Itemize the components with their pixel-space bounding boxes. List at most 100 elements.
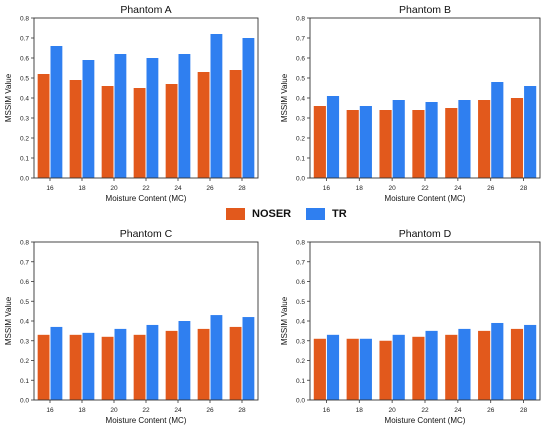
chart-1-xtick-label: 22	[142, 185, 150, 192]
chart-3-xtick-label: 22	[142, 407, 150, 414]
chart-4-bar-noser	[510, 328, 524, 400]
chart-3-bar-tr	[210, 315, 223, 400]
chart-1-ytick-label: 0.8	[20, 16, 29, 23]
chart-4-bar-tr	[326, 334, 340, 400]
chart-1-xtick-label: 18	[78, 185, 86, 192]
chart-4-bar-noser	[346, 338, 359, 400]
legend-swatch-noser	[226, 208, 245, 220]
chart-4-ytick-label: 0.8	[296, 240, 305, 247]
chart-4-ytick-label: 0.6	[296, 279, 305, 286]
chart-1-bar-noser	[69, 80, 82, 178]
chart-4-ylabel: MSSIM Value	[280, 296, 289, 345]
chart-1-bar-noser	[37, 74, 50, 178]
chart-2-ytick-label: 0.0	[296, 176, 305, 183]
chart-4-bar-noser	[379, 340, 392, 400]
chart-3-ytick-label: 0.2	[20, 358, 29, 365]
chart-1-bar-noser	[101, 86, 114, 178]
chart-4-bar-tr	[491, 322, 504, 400]
chart-4-bar-noser	[478, 330, 491, 400]
chart-1-ylabel: MSSIM Value	[4, 73, 13, 122]
chart-4-bar-tr	[392, 334, 405, 400]
chart-1-bar-tr	[242, 38, 255, 178]
chart-4-bar-tr	[458, 328, 471, 400]
chart-1-ytick-label: 0.7	[20, 36, 29, 43]
chart-2-xtick-label: 22	[421, 185, 429, 192]
chart-2-ytick-label: 0.8	[296, 16, 305, 23]
chart-2-ytick-label: 0.6	[296, 56, 305, 63]
chart-1-bar-tr	[82, 60, 95, 178]
chart-1-ytick-label: 0.4	[20, 96, 29, 103]
chart-3-xtick-label: 26	[206, 407, 214, 414]
chart-2-bar-tr	[491, 82, 504, 178]
chart-1-ytick-label: 0.6	[20, 56, 29, 63]
chart-2-ytick-label: 0.4	[296, 96, 305, 103]
chart-4-bar-tr	[359, 338, 372, 400]
chart-4: 0.0 0.1 0.2 0.3 0.4 0.5 0.6 0.7 0.8 16 18 20 22 24 26 2…	[280, 228, 541, 425]
chart-3-ytick-label: 0.4	[20, 319, 29, 326]
chart-2-xtick-label: 18	[356, 185, 364, 192]
chart-1-xtick-label: 26	[206, 185, 214, 192]
chart-4-xtick-label: 16	[323, 407, 331, 414]
legend-item-noser: NOSER	[226, 205, 291, 223]
chart-3-xtick-label: 18	[78, 407, 86, 414]
chart-4-xtick-label: 20	[389, 407, 397, 414]
chart-1-ytick-label: 0.0	[20, 176, 29, 183]
legend: NOSER TR	[226, 205, 366, 223]
chart-2-xtick-label: 26	[487, 185, 495, 192]
chart-3-bar-noser	[229, 326, 242, 400]
chart-3: 0.0 0.1 0.2 0.3 0.4 0.5 0.6 0.7 0.8 16 18 20 22 24 26 2…	[4, 228, 259, 425]
chart-3-xtick-label: 28	[238, 407, 246, 414]
legend-swatch-tr	[306, 208, 325, 220]
chart-3-bar-noser	[69, 334, 82, 400]
chart-3-title: Phantom C	[120, 228, 173, 240]
chart-3-bar-noser	[37, 334, 50, 400]
chart-1-ytick-label: 0.3	[20, 116, 29, 123]
chart-1-ytick-label: 0.1	[20, 156, 29, 163]
chart-2-frame	[309, 17, 541, 179]
chart-2-bar-tr	[458, 100, 471, 178]
chart-4-xlabel: Moisture Content (MC)	[385, 416, 466, 425]
chart-3-bar-tr	[114, 328, 127, 400]
chart-3-bar-tr	[178, 321, 191, 400]
chart-4-xtick-label: 28	[520, 407, 528, 414]
chart-4-bar-tr	[425, 330, 438, 400]
chart-4-title: Phantom D	[399, 228, 452, 240]
chart-3-ytick-label: 0.3	[20, 338, 29, 345]
chart-4-bar-noser	[445, 334, 458, 400]
chart-3-ytick-label: 0.6	[20, 279, 29, 286]
chart-2-bar-tr	[425, 102, 438, 178]
chart-4-ytick-label: 0.4	[296, 319, 305, 326]
chart-3-xtick-label: 24	[174, 407, 182, 414]
chart-3-bar-tr	[146, 324, 159, 400]
chart-4-xtick-label: 22	[421, 407, 429, 414]
chart-2-bar-noser	[478, 100, 491, 178]
chart-4-bar-noser	[313, 338, 326, 400]
chart-2-bar-tr	[524, 86, 537, 178]
chart-2-ytick-label: 0.7	[296, 36, 305, 43]
chart-2-bar-noser	[445, 108, 458, 178]
chart-1-xtick-label: 24	[174, 185, 182, 192]
chart-1-bar-tr	[178, 54, 191, 178]
chart-2-bar-noser	[313, 106, 326, 178]
chart-3-xtick-label: 16	[46, 407, 54, 414]
chart-3-ytick-label: 0.8	[20, 240, 29, 247]
chart-3-bar-tr	[50, 326, 63, 400]
chart-4-ytick-label: 0.3	[296, 338, 305, 345]
chart-2-xtick-label: 20	[389, 185, 397, 192]
chart-2-bar-tr	[392, 100, 405, 178]
chart-3-ytick-label: 0.7	[20, 259, 29, 266]
chart-3-bar-noser	[133, 334, 146, 400]
chart-4-bar-noser	[412, 336, 425, 400]
chart-1-bar-noser	[197, 72, 210, 178]
chart-1-ytick-label: 0.2	[20, 136, 29, 143]
chart-3-bar-noser	[165, 330, 178, 400]
chart-2-ytick-label: 0.2	[296, 136, 305, 143]
chart-4-ytick-label: 0.2	[296, 358, 305, 365]
chart-3-bar-noser	[101, 336, 114, 400]
chart-1-bar-tr	[50, 46, 63, 178]
chart-2-ytick-label: 0.3	[296, 116, 305, 123]
chart-3-ytick-label: 0.5	[20, 299, 29, 306]
chart-4-ytick-label: 0.1	[296, 378, 305, 385]
legend-label-tr: TR	[332, 208, 347, 220]
chart-3-ytick-label: 0.1	[20, 378, 29, 385]
